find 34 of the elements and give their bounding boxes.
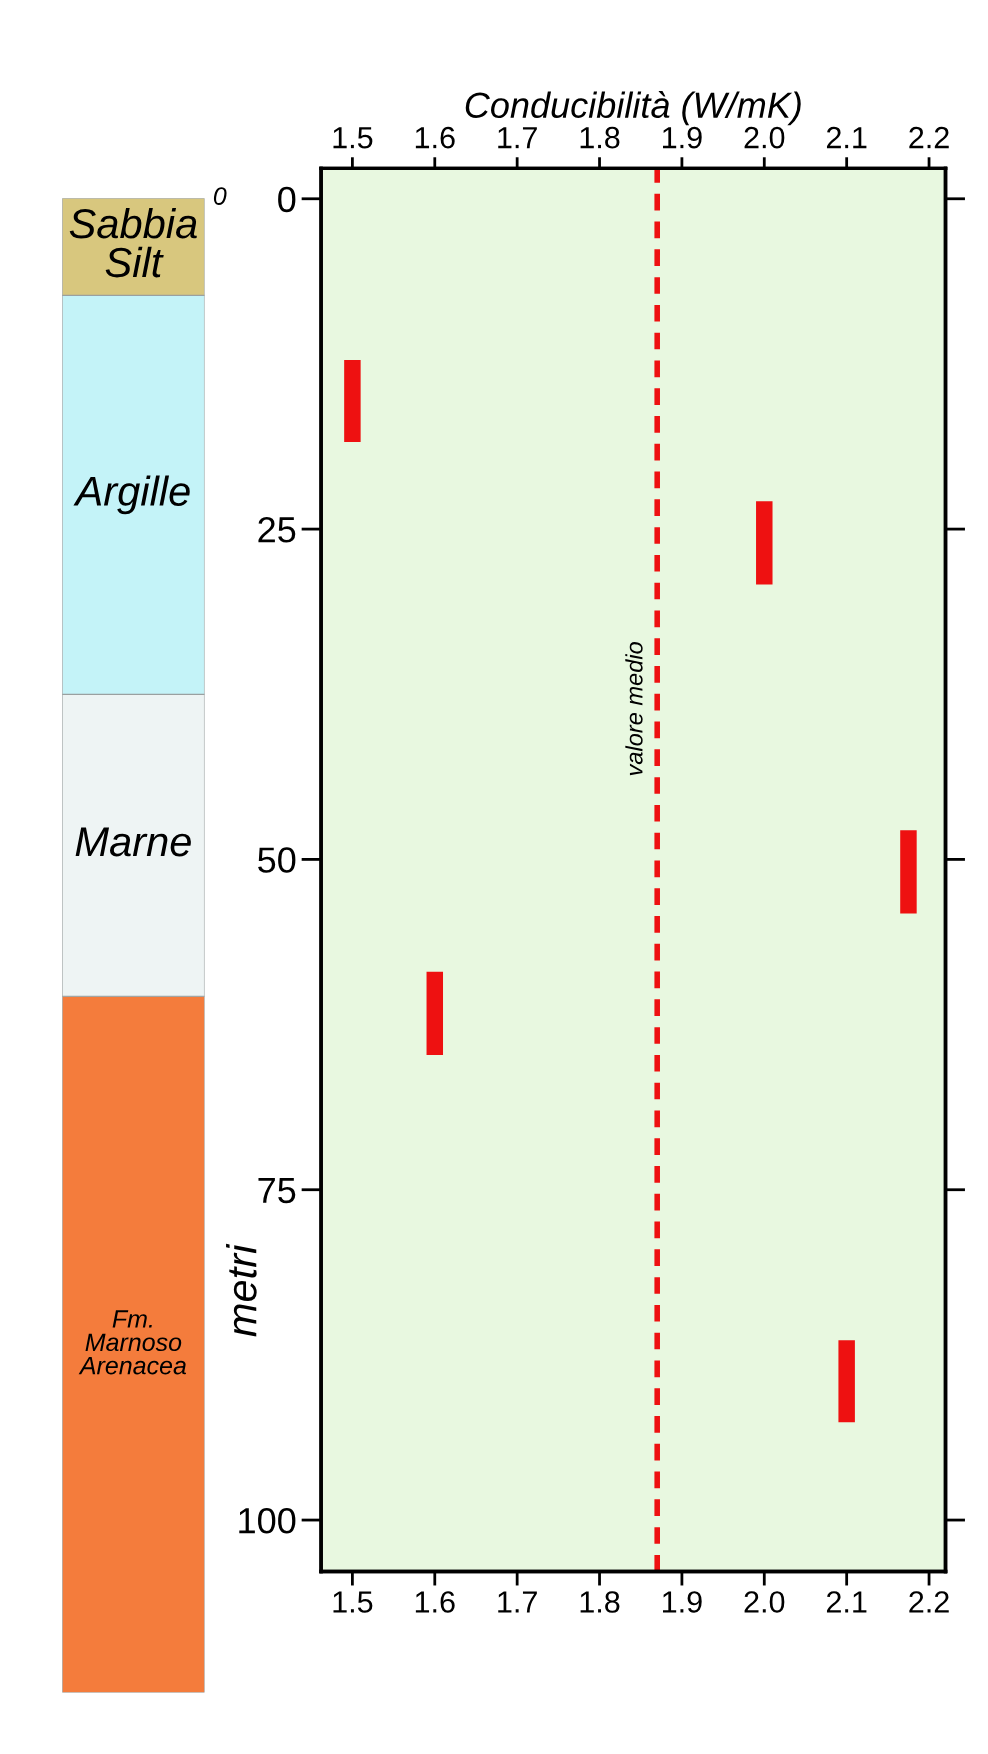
x-tick-label: 1.9	[663, 1591, 702, 1613]
x2-tick-label: 1.5	[333, 127, 373, 149]
x-tick-label: 2.2	[909, 1591, 949, 1613]
x-tick-label: 2.1	[826, 1591, 867, 1613]
x-tick-label: 1.7	[498, 1591, 537, 1613]
series-label: Fm. Marnoso Arenacea	[78, 1310, 187, 1375]
x2-tick-label: 1.9	[663, 126, 702, 149]
y-tick-label: 75	[258, 1177, 296, 1204]
x-tick-label: 2.0	[744, 1591, 785, 1613]
x-tick-label: 1.5	[333, 1591, 373, 1613]
y-tick-label: 50	[258, 847, 296, 873]
x2-tick-label: 2.0	[744, 126, 785, 149]
y-tick-label: 0	[278, 186, 296, 213]
x-tick-label: 1.8	[580, 1591, 620, 1613]
x2-tick-label: 1.8	[580, 126, 620, 149]
x2-tick-label: 1.6	[415, 126, 455, 149]
bar	[756, 501, 773, 585]
x2-tick-label: 1.7	[498, 127, 537, 149]
bar	[838, 1340, 855, 1423]
ref-line-label: valore medio	[625, 642, 643, 776]
bar	[426, 971, 444, 1055]
series-label: Marne	[75, 827, 191, 857]
y-tick-label: 100	[239, 1507, 296, 1534]
y-axis-title: metri	[226, 1243, 257, 1337]
x2-tick-label: 2.1	[826, 126, 867, 149]
bar	[344, 359, 361, 442]
x2-axis-title: Conducibilità (W/mK)	[465, 91, 801, 126]
series-label: Sabbia Silt	[69, 207, 197, 278]
series-label: Argille	[73, 475, 190, 515]
text: 0	[213, 187, 227, 205]
x-tick-label: 1.6	[415, 1591, 455, 1613]
bar	[900, 830, 917, 914]
x2-tick-label: 2.2	[909, 126, 949, 149]
y-tick-label: 25	[258, 516, 296, 543]
